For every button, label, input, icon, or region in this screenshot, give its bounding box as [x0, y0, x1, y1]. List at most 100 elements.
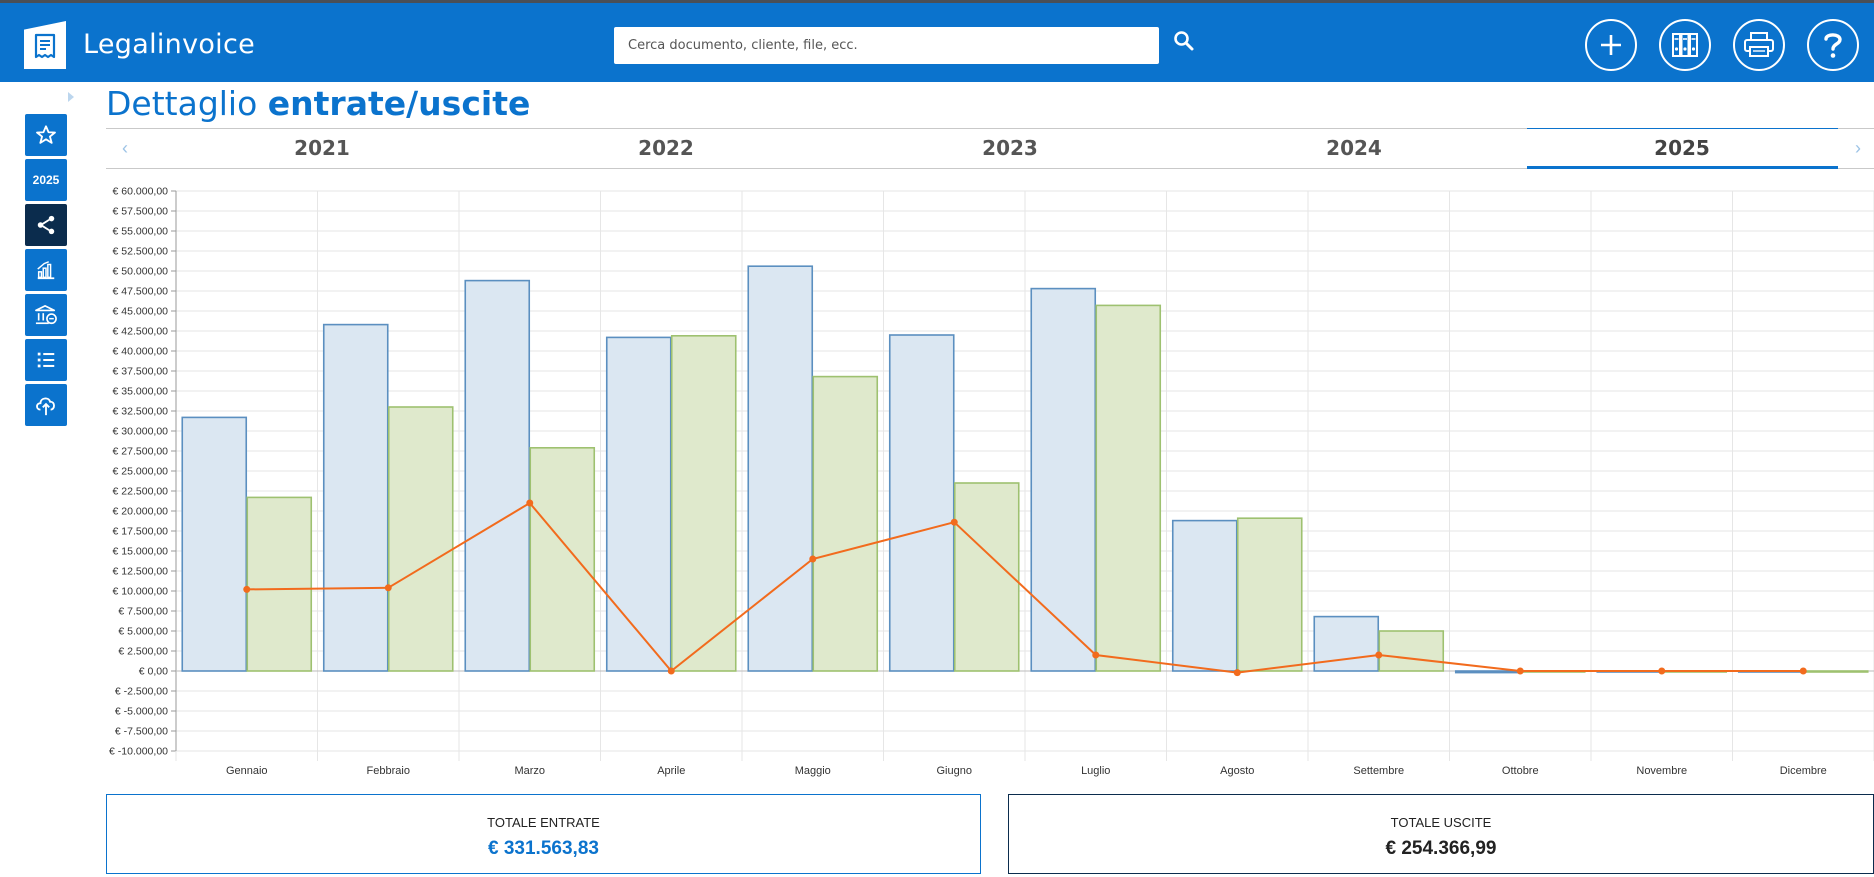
- sidebar-item-share[interactable]: [25, 204, 67, 246]
- bar-series-0-maggio: [747, 265, 814, 672]
- list-icon: [37, 352, 55, 368]
- bar-series-1-agosto: [1236, 517, 1303, 672]
- bar-series-0-agosto: [1171, 519, 1238, 672]
- bar-series-0-luglio: [1030, 287, 1097, 672]
- line-point-gennaio: [243, 585, 251, 593]
- cloud-upload-icon: [36, 397, 55, 416]
- y-tick-label: € 55.000,00: [113, 226, 169, 238]
- y-tick-label: € 10.000,00: [113, 586, 169, 598]
- y-tick-label: € 57.500,00: [113, 206, 169, 218]
- tab-year-2025[interactable]: 2025: [1654, 136, 1710, 160]
- y-tick-label: € 32.500,00: [113, 406, 169, 418]
- y-tick-label: € 60.000,00: [113, 186, 169, 198]
- line-point-maggio: [809, 555, 817, 563]
- x-tick-label: Maggio: [795, 765, 831, 777]
- chart-icon: [37, 261, 55, 280]
- y-tick-label: € 12.500,00: [113, 566, 169, 578]
- page-title: Dettaglio entrate/uscite: [106, 84, 531, 123]
- bar-series-0-settembre: [1313, 615, 1380, 672]
- tabs-next-arrow[interactable]: ›: [1855, 138, 1861, 158]
- y-tick-label: € 42.500,00: [113, 326, 169, 338]
- x-tick-label: Dicembre: [1780, 765, 1827, 777]
- year-badge: 2025: [32, 173, 60, 187]
- x-tick-label: Agosto: [1220, 765, 1254, 777]
- bar-series-1-marzo: [529, 446, 596, 672]
- line-point-febbraio: [384, 584, 392, 592]
- y-tick-label: € 5.000,00: [118, 626, 168, 638]
- y-tick-label: € 15.000,00: [113, 546, 169, 558]
- logo[interactable]: [24, 21, 66, 69]
- income-expense-chart: € -10.000,00 € -7.500,00 € -5.000,00 € -2.5…: [109, 186, 1874, 777]
- sidebar-item-upload[interactable]: [25, 384, 67, 426]
- print-button[interactable]: [1733, 19, 1785, 71]
- line-point-novembre: [1658, 667, 1666, 675]
- y-tick-label: € 40.000,00: [113, 346, 169, 358]
- x-tick-label: Luglio: [1081, 765, 1110, 777]
- top-bar: Legalinvoice: [0, 0, 1874, 82]
- tabs-prev-arrow[interactable]: ‹: [122, 138, 128, 158]
- sidebar-item-favorites[interactable]: [25, 114, 67, 156]
- tabs-bottom-border: [106, 168, 1874, 169]
- line-point-agosto: [1233, 669, 1241, 677]
- sidebar-item-bank[interactable]: [25, 294, 67, 336]
- y-tick-label: € 0,00: [139, 666, 168, 678]
- x-tick-label: Febbraio: [367, 765, 410, 777]
- y-tick-label: € 37.500,00: [113, 366, 169, 378]
- bar-series-0-marzo: [464, 279, 531, 672]
- tab-year-2024[interactable]: 2024: [1326, 136, 1382, 160]
- y-tick-label: € -10.000,00: [109, 746, 168, 758]
- x-tick-label: Gennaio: [226, 765, 268, 777]
- receipt-icon: [34, 33, 56, 59]
- x-tick-label: Settembre: [1353, 765, 1404, 777]
- sidebar-item-year[interactable]: 2025: [25, 159, 67, 201]
- help-button[interactable]: [1807, 19, 1859, 71]
- app-title: Legalinvoice: [83, 29, 256, 60]
- total-entrate-label: TOTALE ENTRATE: [487, 815, 600, 830]
- y-tick-label: € 7.500,00: [118, 606, 168, 618]
- sidebar-item-list[interactable]: [25, 339, 67, 381]
- y-tick-label: € 45.000,00: [113, 306, 169, 318]
- y-tick-label: € -5.000,00: [115, 706, 168, 718]
- bar-series-1-settembre: [1378, 630, 1445, 672]
- bar-series-0-giugno: [888, 334, 955, 672]
- bar-series-0-gennaio: [181, 416, 248, 672]
- bar-series-0-aprile: [605, 336, 672, 672]
- y-tick-label: € 27.500,00: [113, 446, 169, 458]
- total-entrate-card: TOTALE ENTRATE € 331.563,83: [106, 794, 981, 874]
- archive-button[interactable]: [1659, 19, 1711, 71]
- add-button[interactable]: [1585, 19, 1637, 71]
- line-point-luglio: [1092, 651, 1100, 659]
- total-entrate-value: € 331.563,83: [488, 838, 599, 859]
- line-point-ottobre: [1516, 667, 1524, 675]
- sidebar-item-reports[interactable]: [25, 249, 67, 291]
- tab-year-2021[interactable]: 2021: [294, 136, 350, 160]
- line-point-marzo: [526, 499, 534, 507]
- total-uscite-value: € 254.366,99: [1385, 838, 1497, 859]
- search-button[interactable]: [1172, 29, 1202, 59]
- bar-series-0-febbraio: [322, 323, 389, 672]
- tab-year-2022[interactable]: 2022: [638, 136, 694, 160]
- search-input[interactable]: [614, 27, 1159, 64]
- x-tick-label: Giugno: [937, 765, 972, 777]
- bar-series-1-luglio: [1095, 304, 1162, 672]
- y-tick-label: € 47.500,00: [113, 286, 169, 298]
- search-icon: [1174, 31, 1194, 51]
- y-tick-label: € 22.500,00: [113, 486, 169, 498]
- plus-icon: [1601, 35, 1621, 55]
- star-icon: [36, 125, 56, 144]
- bar-series-1-febbraio: [387, 406, 454, 672]
- printer-icon: [1744, 32, 1774, 57]
- x-tick-label: Ottobre: [1502, 765, 1539, 777]
- bank-icon: [35, 305, 57, 325]
- y-tick-label: € 17.500,00: [113, 526, 169, 538]
- y-tick-label: € -2.500,00: [115, 686, 168, 698]
- x-tick-label: Novembre: [1636, 765, 1687, 777]
- tab-year-2023[interactable]: 2023: [982, 136, 1038, 160]
- y-tick-label: € 25.000,00: [113, 466, 169, 478]
- line-point-giugno: [950, 518, 958, 526]
- bar-series-0-ottobre: [1454, 670, 1521, 674]
- sidebar-toggle-arrow[interactable]: [68, 92, 74, 102]
- y-tick-label: € -7.500,00: [115, 726, 168, 738]
- tabs-top-border: [106, 128, 1874, 129]
- y-tick-label: € 50.000,00: [113, 266, 169, 278]
